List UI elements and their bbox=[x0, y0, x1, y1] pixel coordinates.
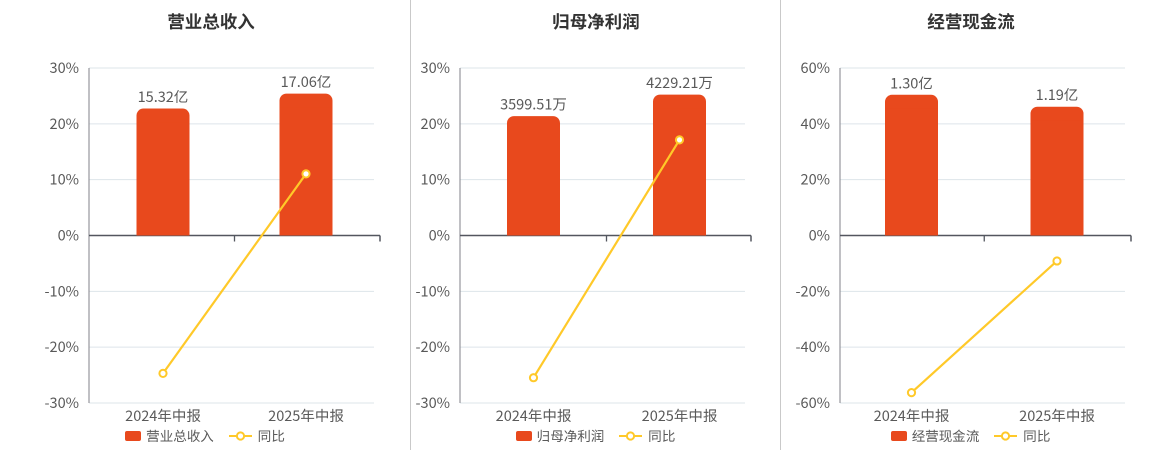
svg-text:20%: 20% bbox=[801, 169, 830, 190]
svg-text:3599.51万: 3599.51万 bbox=[500, 94, 567, 115]
svg-text:17.06亿: 17.06亿 bbox=[281, 71, 332, 92]
svg-text:-10%: -10% bbox=[416, 280, 450, 301]
svg-text:1.19亿: 1.19亿 bbox=[1036, 84, 1079, 105]
svg-text:-10%: -10% bbox=[45, 280, 79, 301]
svg-text:20%: 20% bbox=[421, 113, 450, 134]
svg-text:-40%: -40% bbox=[796, 336, 830, 357]
svg-text:10%: 10% bbox=[50, 169, 79, 190]
svg-text:15.32亿: 15.32亿 bbox=[138, 86, 189, 107]
svg-text:30%: 30% bbox=[50, 57, 79, 78]
svg-text:1.30亿: 1.30亿 bbox=[890, 72, 933, 93]
svg-text:-20%: -20% bbox=[416, 336, 450, 357]
svg-text:-20%: -20% bbox=[796, 280, 830, 301]
svg-text:30%: 30% bbox=[421, 57, 450, 78]
svg-text:4229.21万: 4229.21万 bbox=[646, 72, 713, 93]
svg-text:-20%: -20% bbox=[45, 336, 79, 357]
svg-text:10%: 10% bbox=[421, 169, 450, 190]
svg-text:20%: 20% bbox=[50, 113, 79, 134]
svg-text:0%: 0% bbox=[809, 225, 830, 246]
svg-text:60%: 60% bbox=[801, 57, 830, 78]
svg-text:40%: 40% bbox=[801, 113, 830, 134]
svg-text:0%: 0% bbox=[429, 225, 450, 246]
svg-text:0%: 0% bbox=[58, 225, 79, 246]
